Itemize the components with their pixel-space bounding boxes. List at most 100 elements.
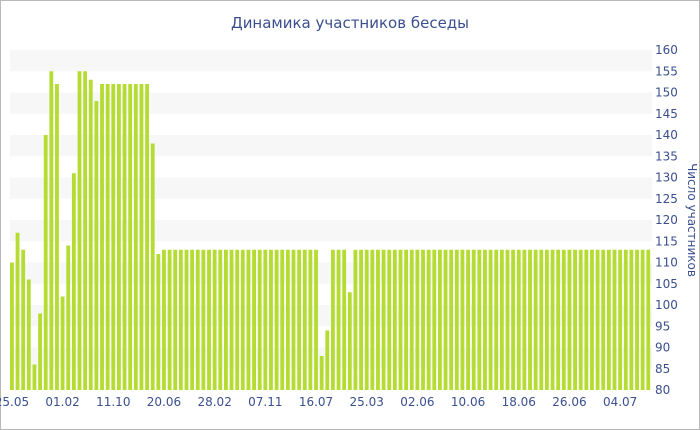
bar (336, 249, 341, 390)
bar (111, 84, 116, 390)
y-tick-label: 125 (655, 192, 678, 206)
bar (162, 249, 166, 390)
x-tick-label: 02.06 (400, 395, 434, 409)
x-tick-label: 28.02 (197, 395, 231, 409)
bar (398, 249, 403, 390)
bar (325, 330, 330, 390)
y-tick-label: 115 (655, 234, 678, 248)
bar (43, 135, 48, 390)
bar (263, 249, 268, 390)
bar (83, 71, 88, 390)
bar (26, 279, 31, 390)
bar (590, 249, 594, 390)
y-tick-label: 110 (655, 256, 678, 270)
bar (488, 249, 493, 390)
bar (319, 356, 324, 390)
bar (100, 84, 104, 390)
bar (392, 249, 397, 390)
bar (280, 249, 285, 390)
y-tick-label: 105 (655, 277, 678, 291)
y-tick-label: 160 (655, 43, 678, 57)
bar (539, 249, 544, 390)
y-tick-label: 155 (655, 64, 678, 78)
y-tick-label: 145 (655, 107, 678, 121)
x-tick-label: 04.07 (603, 395, 637, 409)
bar (550, 249, 555, 390)
bar (370, 249, 375, 390)
bar (494, 249, 499, 390)
x-tick-label: 01.02 (45, 395, 79, 409)
bar (218, 249, 223, 390)
x-tick-label: 18.06 (502, 395, 536, 409)
bar (331, 249, 335, 390)
bar (376, 249, 380, 390)
bar (156, 254, 161, 390)
bar (15, 232, 20, 390)
y-axis-label: Число участников (685, 163, 699, 277)
x-tick-label: 20.06 (147, 395, 181, 409)
y-tick-labels: 80 85 90 95 100 105 110 115 120 125 130 135 140 145 15… (655, 43, 678, 397)
bar (145, 84, 149, 390)
y-tick-label: 140 (655, 128, 678, 142)
bar (545, 249, 549, 390)
bar (207, 249, 211, 390)
y-tick-label: 95 (655, 319, 670, 333)
bar (499, 249, 504, 390)
y-tick-label: 80 (655, 383, 670, 397)
bar (561, 249, 566, 390)
bar (528, 249, 532, 390)
bar (584, 249, 589, 390)
grid-band (10, 92, 652, 114)
bar (240, 249, 245, 390)
bar (32, 364, 37, 390)
bar (364, 249, 369, 390)
bar (353, 249, 358, 390)
bar (94, 101, 99, 390)
bar (533, 249, 538, 390)
bar (285, 249, 290, 390)
bar (77, 71, 82, 390)
bar (60, 296, 65, 390)
bar (167, 249, 172, 390)
grid-band (10, 50, 652, 72)
x-tick-label: 16.07 (299, 395, 333, 409)
bar (21, 249, 26, 390)
bar (471, 249, 476, 390)
bar (224, 249, 228, 390)
bar (618, 249, 623, 390)
bar (640, 249, 645, 390)
bar (511, 249, 516, 390)
bar (409, 249, 414, 390)
y-tick-label: 90 (655, 341, 670, 355)
bar (302, 249, 307, 390)
bar (133, 84, 138, 390)
bar (505, 249, 510, 390)
bar (466, 249, 470, 390)
y-tick-label: 100 (655, 298, 678, 312)
bar (38, 313, 42, 390)
bar (190, 249, 195, 390)
x-tick-label: 25.05 (0, 395, 29, 409)
bar (173, 249, 178, 390)
x-tick-labels: 25.05 01.02 11.10 20.06 28.02 07.11 16.07 25.03… (0, 395, 637, 409)
bar (567, 249, 572, 390)
x-tick-label: 11.10 (96, 395, 130, 409)
bar (438, 249, 442, 390)
bar (49, 71, 54, 390)
bar (117, 84, 121, 390)
bar (595, 249, 600, 390)
bar (449, 249, 454, 390)
bar (105, 84, 110, 390)
bar (274, 249, 279, 390)
bar (415, 249, 420, 390)
bar (623, 249, 628, 390)
bar (516, 249, 521, 390)
bar (66, 245, 71, 390)
y-tick-label: 85 (655, 362, 670, 376)
bar (269, 249, 273, 390)
bar (347, 292, 352, 390)
bar (55, 84, 59, 390)
bar (477, 249, 482, 390)
bar (150, 143, 155, 390)
